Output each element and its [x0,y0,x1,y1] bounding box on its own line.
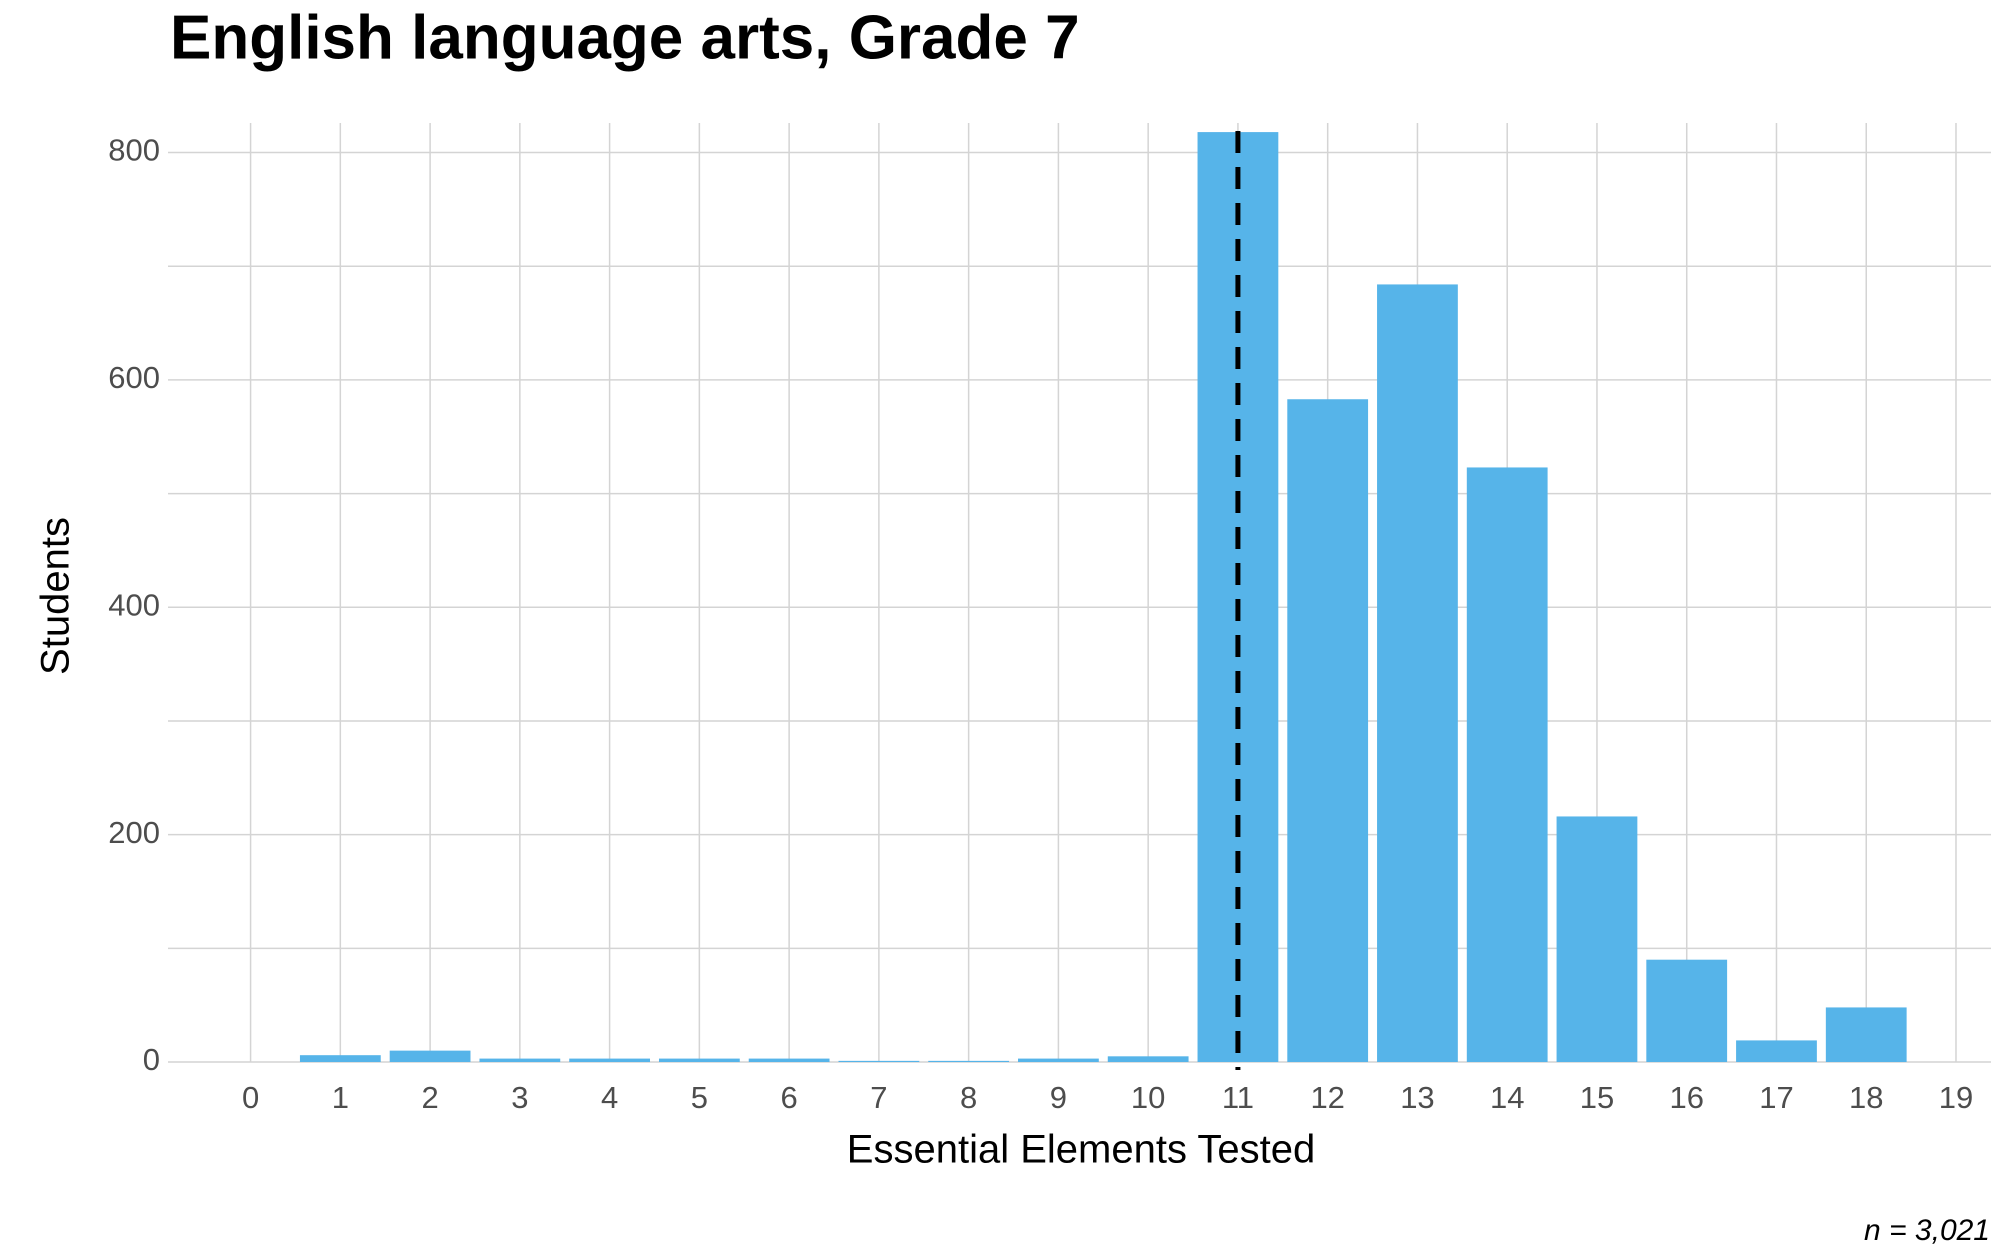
x-tick-label: 17 [1759,1080,1793,1115]
bar [1018,1058,1099,1062]
bar [479,1058,561,1062]
bar [658,1058,740,1062]
bar [1107,1056,1189,1062]
x-tick-label: 4 [601,1080,618,1115]
bar [1646,959,1728,1062]
bar [1466,467,1548,1063]
x-tick-label: 14 [1490,1080,1524,1115]
caption: n = 3,021 [1864,1214,1990,1245]
chart-title: English language arts, Grade 7 [170,3,1080,72]
bar [838,1060,920,1062]
x-tick-label: 12 [1310,1080,1344,1115]
bar [1556,816,1638,1062]
bar [928,1060,1010,1062]
x-tick-label: 13 [1400,1080,1434,1115]
y-tick-label: 400 [108,587,160,622]
x-tick-label: 5 [691,1080,708,1115]
y-tick-label: 200 [108,815,160,850]
y-axis-title: Students [34,517,78,675]
x-tick-label: 16 [1669,1080,1703,1115]
bar [1287,399,1369,1062]
x-tick-label: 8 [960,1080,977,1115]
x-tick-label: 10 [1131,1080,1165,1115]
bar [1825,1007,1907,1062]
x-tick-label: 3 [511,1080,528,1115]
x-tick-label: 6 [781,1080,798,1115]
bar [569,1058,651,1062]
y-tick-label: 800 [108,133,160,168]
x-tick-label: 2 [421,1080,438,1115]
bar [748,1058,830,1062]
x-tick-label: 11 [1222,1080,1254,1115]
x-tick-label: 19 [1939,1080,1973,1115]
x-tick-label: 18 [1849,1080,1883,1115]
bar [1197,132,1279,1063]
bar [1377,284,1458,1062]
x-tick-label: 0 [242,1080,259,1115]
y-tick-label: 0 [143,1042,160,1077]
bar [299,1055,381,1062]
bar [1736,1040,1817,1062]
bar [389,1050,471,1062]
x-tick-label: 1 [332,1080,349,1115]
x-tick-label: 9 [1050,1080,1067,1115]
x-tick-label: 7 [870,1080,887,1115]
x-tick-label: 15 [1580,1080,1614,1115]
x-axis-title: Essential Elements Tested [847,1128,1315,1172]
y-tick-label: 600 [108,360,160,395]
